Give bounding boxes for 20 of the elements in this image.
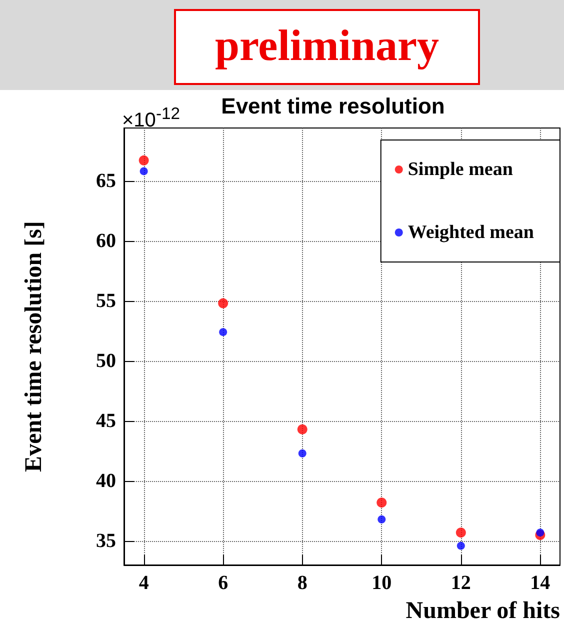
annotation: ×10$^{-12}$ [122, 104, 180, 133]
text: preliminary [174, 9, 480, 85]
y-tick-label: 35 [96, 530, 116, 552]
x-tick-label: 12 [450, 572, 471, 594]
legend-label: Weighted mean [408, 222, 534, 243]
y-tick-label: 40 [96, 470, 116, 492]
x-tick-label: 6 [218, 572, 228, 594]
legend-label: Simple mean [408, 159, 514, 180]
y-tick-label: 55 [96, 290, 116, 312]
y-tick-label: 60 [96, 230, 116, 252]
x-tick-label: 4 [138, 572, 149, 594]
y-tick-label: 65 [96, 170, 116, 192]
x-tick-label: 8 [297, 572, 308, 594]
y-tick-label: 45 [96, 410, 116, 432]
x-tick-label: 14 [530, 572, 550, 594]
x-tick-label: 10 [372, 572, 392, 594]
chart-title: Event time resolution [221, 94, 445, 118]
y-axis-title: Event time resolution [s] [21, 221, 47, 472]
x-axis-title: Number of hits [406, 598, 560, 624]
y-tick-label: 50 [96, 350, 116, 372]
